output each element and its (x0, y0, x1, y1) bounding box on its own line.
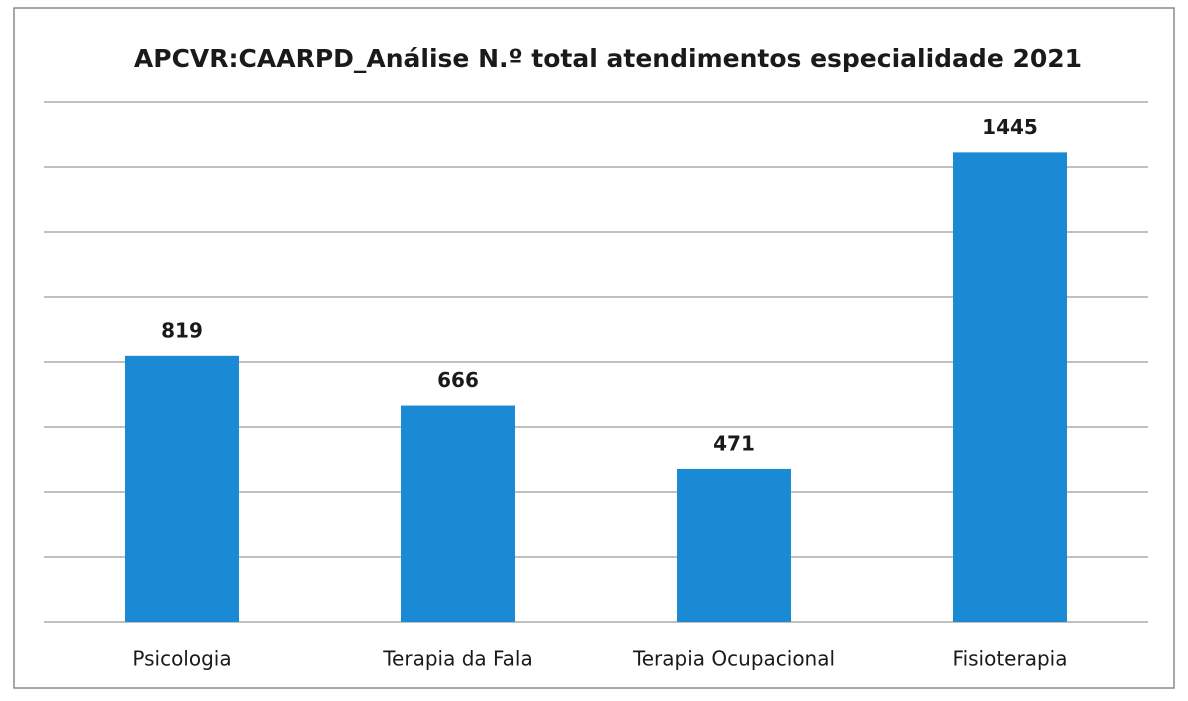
x-tick-label: Terapia Ocupacional (632, 647, 835, 671)
bar (953, 152, 1067, 622)
bar (125, 355, 239, 622)
value-label: 1445 (982, 115, 1038, 139)
bar (677, 468, 791, 622)
x-tick-label: Psicologia (132, 647, 231, 671)
value-label: 471 (713, 431, 755, 455)
value-label: 666 (437, 368, 479, 392)
x-tick-label: Terapia da Fala (382, 647, 533, 671)
chart-title: APCVR:CAARPD_Análise N.º total atendimen… (134, 44, 1082, 73)
bar (401, 405, 515, 622)
x-tick-label: Fisioterapia (953, 647, 1068, 671)
value-label: 819 (161, 318, 203, 342)
